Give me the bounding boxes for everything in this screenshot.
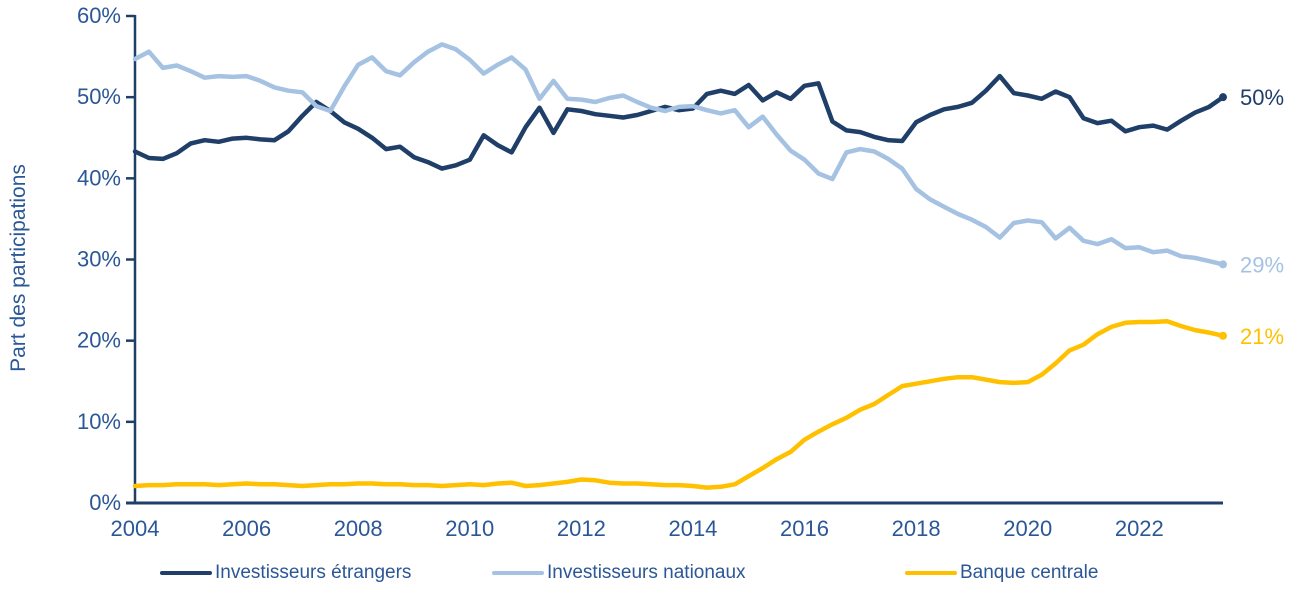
legend-swatch-investisseurs-etrangers	[160, 570, 212, 576]
legend-label-banque-centrale: Banque centrale	[960, 562, 1099, 583]
series-line-investisseurs-nationaux	[132, 42, 1226, 267]
y-tick-label: 0%	[89, 490, 121, 515]
x-tick-label: 2008	[334, 516, 383, 541]
y-tick-label: 10%	[77, 409, 121, 434]
series-end-label-investisseurs-etrangers: 50%	[1240, 85, 1284, 110]
x-tick-label: 2010	[445, 516, 494, 541]
legend-swatch-investisseurs-nationaux	[492, 570, 544, 576]
x-tick-label: 2014	[668, 516, 717, 541]
y-tick-label: 40%	[77, 165, 121, 190]
series-line-investisseurs-etrangers	[132, 73, 1226, 171]
legend-swatch-banque-centrale	[905, 570, 957, 576]
series-end-marker-investisseurs-etrangers	[1219, 93, 1227, 102]
line-chart: 0% 10% 20% 30% 40% 50% 60% 2004 2006 2008 2010 2012…	[77, 3, 1284, 541]
y-tick-label: 30%	[77, 247, 121, 272]
y-tick-label: 50%	[77, 84, 121, 109]
series-end-label-banque-centrale: 21%	[1240, 324, 1284, 349]
x-tick-label: 2006	[222, 516, 271, 541]
legend: Investisseurs étrangers Investisseurs nat…	[0, 558, 1300, 592]
legend-label-investisseurs-etrangers: Investisseurs étrangers	[215, 562, 412, 583]
series-end-marker-banque-centrale	[1219, 331, 1227, 340]
series-end-label-investisseurs-nationaux: 29%	[1240, 252, 1284, 277]
y-tick-label: 60%	[77, 3, 121, 28]
legend-item-investisseurs-etrangers: Investisseurs étrangers	[160, 558, 411, 588]
x-tick-label: 2004	[111, 516, 160, 541]
x-tick-label: 2016	[780, 516, 829, 541]
legend-item-banque-centrale: Banque centrale	[905, 558, 1098, 588]
legend-label-investisseurs-nationaux: Investisseurs nationaux	[547, 562, 746, 583]
series-line-banque-centrale	[132, 318, 1226, 490]
series-end-marker-investisseurs-nationaux	[1219, 260, 1227, 269]
x-tick-label: 2020	[1003, 516, 1052, 541]
legend-item-investisseurs-nationaux: Investisseurs nationaux	[492, 558, 746, 588]
x-tick-label: 2022	[1115, 516, 1164, 541]
x-tick-label: 2012	[557, 516, 606, 541]
x-tick-label: 2018	[892, 516, 941, 541]
y-tick-label: 20%	[77, 328, 121, 353]
